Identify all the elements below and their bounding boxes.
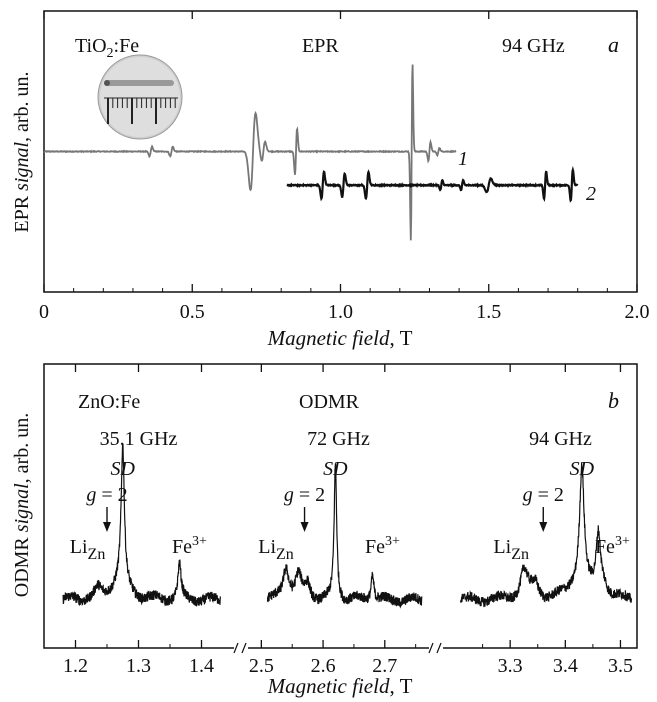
chart-title-epr: EPR	[302, 35, 339, 57]
li-zn-label: LiZn	[258, 536, 294, 563]
axis-break-gap	[234, 644, 248, 652]
sd-label: SD	[323, 458, 348, 480]
x-tick-label-b: 1.3	[126, 655, 151, 677]
x-tick-label-b: 2.6	[311, 655, 336, 677]
y-axis-label-a: EPR signal, arb. un.	[11, 71, 33, 232]
x-tick-label-b: 1.2	[63, 655, 88, 677]
panel-b-frame	[43, 363, 638, 649]
x-tick-label-b: 3.4	[553, 655, 578, 677]
y-axis-label-b: ODMR signal, arb. un.	[11, 413, 33, 597]
series-label-2: 2	[586, 183, 596, 205]
fe3-label: Fe3+	[595, 534, 630, 558]
sample-label-zno: ZnO:Fe	[78, 391, 140, 413]
sd-label: SD	[570, 458, 595, 480]
g2-arrowhead	[103, 522, 111, 532]
li-zn-label: LiZn	[493, 536, 529, 563]
li-zn-label: LiZn	[70, 536, 106, 563]
g2-arrowhead	[300, 522, 309, 532]
series-label-1: 1	[458, 148, 468, 170]
axis-break-gap	[429, 644, 443, 652]
x-tick-label-a: 1.5	[476, 301, 501, 323]
x-tick-label-a: 0.5	[180, 301, 205, 323]
epr-trace-2	[286, 165, 579, 203]
odmr-trace-3	[459, 462, 633, 608]
fe3-label: Fe3+	[172, 534, 207, 558]
axis-break-mark	[233, 642, 247, 654]
g2-arrowhead	[539, 522, 548, 532]
odmr-traces	[62, 443, 633, 609]
frequency-label-b: 35.1 GHz	[100, 428, 178, 450]
x-axis-ticks-b: 1.2 1.3 1.4 2.5 2.6 2.7 3.3 3.4 3.5	[63, 364, 633, 677]
x-tick-label-a: 2.0	[625, 301, 650, 323]
g-factor-label: g = 2	[523, 484, 564, 506]
x-tick-label-b: 2.7	[372, 655, 397, 677]
odmr-trace-2	[266, 463, 423, 609]
odmr-trace-1	[62, 443, 221, 607]
x-tick-label-b: 3.3	[498, 655, 523, 677]
x-tick-label-a: 1.0	[328, 301, 353, 323]
panel-label-b: b	[608, 388, 619, 413]
g-factor-label: g = 2	[284, 484, 325, 506]
panel-a: 0 0.5 1.0 1.5 2.0 TiO2:Fe EPR 94 GHz a 1 2 M…	[11, 10, 650, 350]
epr-traces	[43, 64, 579, 241]
epr-trace-1	[43, 64, 457, 241]
frequency-label-b: 94 GHz	[529, 428, 592, 450]
frequency-label-a: 94 GHz	[502, 35, 565, 57]
sd-label: SD	[111, 458, 136, 480]
odmr-annotations: 35.1 GHz SD g = 2 LiZn Fe3+ 72 GHz SD g = 2 LiZn…	[70, 428, 630, 563]
frequency-label-b: 72 GHz	[307, 428, 370, 450]
x-tick-label-b: 2.5	[249, 655, 274, 677]
panel-label-a: a	[608, 32, 619, 57]
chart-title-odmr: ODMR	[299, 391, 360, 413]
sample-label-tio2: TiO2:Fe	[75, 35, 139, 61]
x-axis-ticks-a: 0 0.5 1.0 1.5 2.0	[39, 11, 650, 323]
g-factor-label: g = 2	[86, 484, 127, 506]
panel-b: 1.2 1.3 1.4 2.5 2.6 2.7 3.3 3.4 3.5 35.1 GHz SD g …	[11, 363, 638, 698]
sample-photo-inset	[97, 54, 183, 140]
axis-break-mark	[428, 642, 442, 654]
x-axis-label-b-text: Magnetic field, T	[267, 674, 413, 698]
x-axis-label-a: Magnetic field, T	[267, 326, 413, 350]
x-tick-label-b: 3.5	[608, 655, 633, 677]
x-tick-label-b: 1.4	[189, 655, 214, 677]
x-tick-label-a: 0	[39, 301, 49, 323]
fe3-label: Fe3+	[365, 534, 400, 558]
